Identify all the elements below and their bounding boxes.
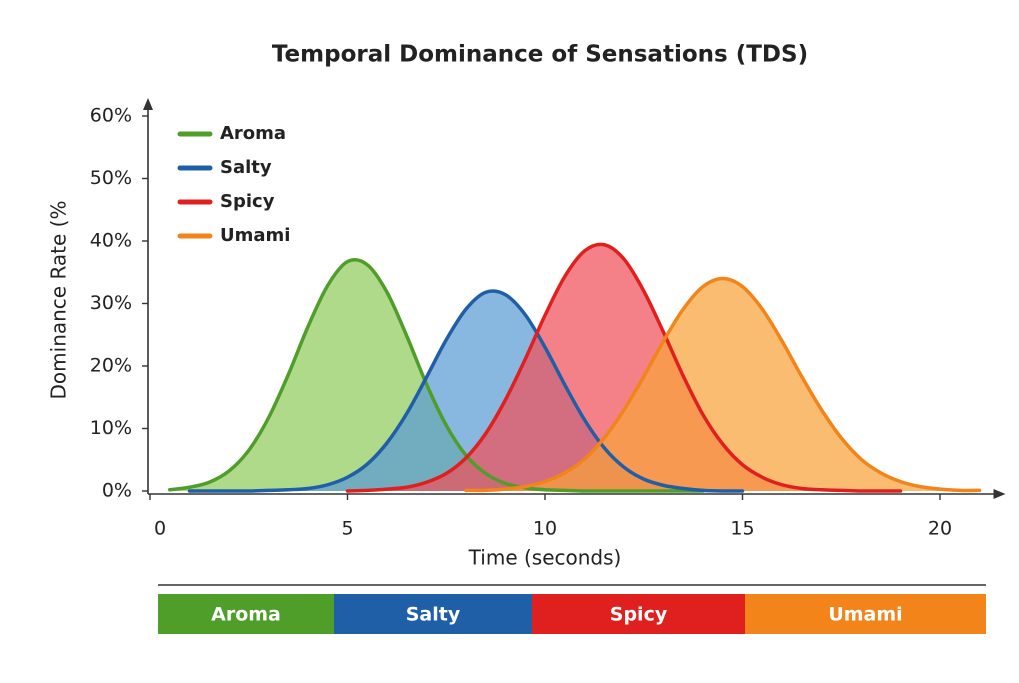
line [187,289,745,493]
legend-label: Aroma [220,123,286,144]
timeline-band [334,594,532,634]
y-tick-label: 60% [90,105,132,127]
line [464,276,982,493]
y-tick-label: 20% [90,355,132,377]
y-tick-label: 40% [90,230,132,252]
area [347,244,901,492]
timeline-band [745,594,986,634]
area [189,290,743,492]
timeline-label: Spicy [610,604,668,626]
timeline-label: Aroma [211,604,281,626]
y-tick-label: 50% [90,167,132,189]
x-axis-label: Time (seconds) [468,546,622,570]
timeline-band [158,594,334,634]
plot-area: 0% 10% 20% 30% 40% 50% 60% 0 5 10 15 20 Aroma Salty Sp… [90,98,1006,540]
x-tick-label: 10 [533,518,557,540]
x-tick-label: 0 [154,518,166,540]
timeline-label: Umami [828,604,902,626]
y-tick-label: 10% [90,417,132,439]
y-tick-label: 0% [102,480,132,502]
line [345,242,903,493]
area [169,259,703,492]
x-tick-label: 5 [341,518,353,540]
timeline: Aroma Salty Spicy Umami [158,594,986,634]
x-axis-arrow [993,489,1006,499]
line [168,258,705,493]
area [466,278,980,491]
legend-label: Umami [220,225,290,246]
y-axis-arrow [143,98,153,110]
x-tick-label: 20 [928,518,952,540]
timeline-label: Salty [406,604,461,626]
y-axis-label: Dominance Rate (% [47,201,71,400]
x-tick-label: 15 [730,518,754,540]
chart-title: Temporal Dominance of Sensations (TDS) [272,42,808,68]
legend-label: Spicy [220,191,275,212]
timeline-band [532,594,745,634]
legend-label: Salty [220,157,272,178]
y-tick-label: 30% [90,292,132,314]
